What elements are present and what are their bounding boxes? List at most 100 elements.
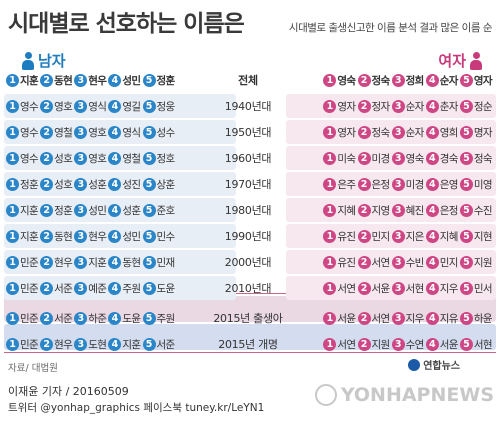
rank-badge: 2 [357, 255, 371, 269]
female-person-icon [470, 51, 482, 70]
table-row: 1 영수 2 영호 3 영식 4 영길 5 정웅 1940년대 1 영자 2 정자 3 순자 4 춘자 5 정순 [4, 94, 496, 118]
name-text: 영길 [122, 100, 141, 113]
rank-badge: 3 [74, 203, 88, 217]
watermark-text: YONHAPNEWS [340, 384, 494, 406]
table-row: 1 정훈 2 성호 3 성훈 4 성진 5 상훈 1970년대 1 은주 2 은정 3 미경 4 은영 5 미영 [4, 172, 496, 196]
name-item: 3 하준 [74, 311, 107, 326]
rank-badge: 1 [6, 73, 19, 87]
name-text: 지훈 [20, 204, 39, 217]
name-item: 3 지우 [391, 311, 424, 326]
rank-badge: 5 [459, 281, 473, 295]
rank-badge: 2 [357, 177, 371, 191]
name-item: 5 성수 [142, 125, 175, 140]
name-text: 지우 [439, 282, 459, 295]
name-item: 4 성민 [108, 73, 141, 88]
rank-badge: 2 [357, 73, 371, 87]
name-item: 4 도윤 [108, 311, 141, 326]
source-note: 자료/ 대법원 [8, 363, 58, 374]
name-item: 4 춘자 [425, 99, 458, 114]
name-text: 지훈 [122, 338, 141, 351]
table-row: 1 지훈 2 정훈 3 성민 4 성훈 5 준호 1980년대 1 지혜 2 지영 3 혜진 4 은정 5 수진 [4, 198, 496, 222]
name-item: 1 서윤 [323, 311, 356, 326]
name-text: 정호 [156, 152, 176, 165]
name-text: 현우 [88, 74, 107, 87]
name-item: 1 지훈 [6, 73, 39, 88]
rank-badge: 2 [40, 125, 54, 139]
name-item: 2 서준 [40, 281, 73, 296]
name-text: 서윤 [371, 282, 391, 295]
name-item: 4 서윤 [425, 337, 458, 352]
male-names: 1 민준 2 현우 3 도현 4 지훈 5 서준 [4, 337, 210, 352]
rank-badge: 1 [6, 281, 19, 295]
name-text: 지혜 [439, 230, 459, 243]
female-names: 1 지혜 2 지영 3 혜진 4 은정 5 수진 [288, 203, 496, 218]
name-text: 지원 [371, 338, 391, 351]
rank-badge: 5 [142, 73, 156, 87]
rank-badge: 1 [6, 203, 19, 217]
name-text: 동현 [122, 256, 141, 269]
female-names: 1 유진 2 민지 3 지은 4 지혜 5 지현 [288, 229, 496, 244]
name-item: 5 민수 [142, 229, 175, 244]
name-item: 3 영숙 [391, 151, 425, 166]
rank-badge: 1 [323, 125, 337, 139]
name-item: 4 성훈 [108, 203, 141, 218]
name-text: 유진 [337, 230, 356, 243]
rank-badge: 3 [74, 337, 88, 351]
table-row: 1 민준 2 현우 3 도현 4 지훈 5 서준 2015년 개명 1 서연 2 지원 3 수연 4 서윤 5 서현 [4, 332, 496, 356]
name-text: 정훈 [20, 178, 39, 191]
rank-badge: 5 [459, 99, 473, 113]
name-item: 5 정순 [459, 99, 493, 114]
rank-badge: 3 [391, 281, 405, 295]
name-text: 영숙 [405, 152, 425, 165]
rank-badge: 2 [40, 203, 54, 217]
female-names: 1 서연 2 서윤 3 서현 4 지우 5 민서 [288, 281, 496, 296]
rank-badge: 4 [425, 125, 439, 139]
name-item: 1 서연 [323, 281, 356, 296]
agency-logo: 연합뉴스 [408, 357, 460, 372]
name-text: 미경 [405, 178, 425, 191]
table-row: 1 지훈 2 동현 3 현우 4 성민 5 정훈 전체 1 영숙 2 정숙 3 정희 4 순자 5 영자 [4, 70, 496, 90]
rank-badge: 5 [142, 151, 156, 165]
rank-badge: 1 [6, 177, 19, 191]
rank-badge: 5 [142, 125, 156, 139]
rank-badge: 3 [391, 229, 405, 243]
rank-badge: 3 [391, 73, 405, 87]
name-item: 4 영철 [108, 151, 141, 166]
name-text: 순자 [439, 74, 459, 87]
rank-badge: 4 [108, 99, 122, 113]
name-item: 2 민지 [357, 229, 391, 244]
name-item: 1 영수 [6, 151, 39, 166]
name-text: 민지 [371, 230, 391, 243]
name-item: 5 서현 [459, 337, 493, 352]
rank-badge: 2 [40, 99, 54, 113]
table-row: 1 민준 2 현우 3 지훈 4 동현 5 민재 2000년대 1 유진 2 서연 3 수빈 4 민지 5 지원 [4, 250, 496, 274]
rank-badge: 4 [425, 177, 439, 191]
watermark-icon [314, 384, 337, 406]
name-text: 은영 [439, 178, 459, 191]
rank-badge: 4 [108, 125, 122, 139]
rank-badge: 4 [108, 311, 122, 325]
rank-badge: 4 [425, 73, 439, 87]
name-text: 미경 [371, 152, 391, 165]
name-item: 1 민준 [6, 311, 39, 326]
male-names: 1 영수 2 영호 3 영식 4 영길 5 정웅 [4, 99, 210, 114]
name-text: 서윤 [337, 312, 356, 325]
rank-badge: 2 [357, 229, 371, 243]
female-heading: 여자 [438, 50, 482, 71]
name-text: 민준 [20, 282, 39, 295]
name-item: 5 도윤 [142, 281, 175, 296]
period-label: 2015년 개명 [218, 338, 278, 351]
name-text: 영수 [20, 126, 39, 139]
table-row: 1 영수 2 영철 3 영호 4 영식 5 성수 1950년대 1 영자 2 정숙 3 순자 4 영희 5 명자 [4, 120, 496, 144]
name-item: 3 수빈 [391, 255, 424, 270]
name-item: 5 정훈 [142, 73, 175, 88]
name-text: 성진 [122, 178, 141, 191]
name-text: 영철 [54, 126, 73, 139]
female-names: 1 서윤 2 서연 3 지우 4 지유 5 하윤 [288, 311, 496, 326]
name-item: 3 순자 [391, 125, 424, 140]
name-text: 지원 [473, 256, 493, 269]
name-item: 3 지은 [391, 229, 424, 244]
table-row: 1 민준 2 서준 3 하준 4 도윤 5 주원 2015년 출생아 1 서윤 2 서연 3 지우 4 지유 5 하윤 [4, 306, 496, 330]
name-text: 영호 [54, 100, 73, 113]
name-item: 3 미경 [391, 177, 425, 192]
